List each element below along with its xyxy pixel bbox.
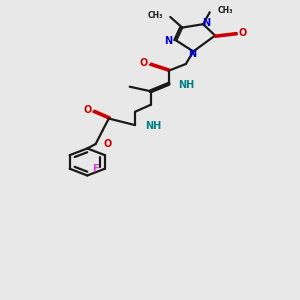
Text: N: N bbox=[188, 50, 196, 59]
Text: O: O bbox=[83, 105, 92, 115]
Text: F: F bbox=[92, 164, 99, 174]
Text: CH₃: CH₃ bbox=[147, 11, 163, 20]
Text: NH: NH bbox=[178, 80, 194, 90]
Text: NH: NH bbox=[145, 121, 161, 131]
Text: O: O bbox=[238, 28, 247, 38]
Text: N: N bbox=[164, 35, 172, 46]
Text: N: N bbox=[202, 18, 210, 28]
Text: O: O bbox=[103, 139, 111, 149]
Text: CH₃: CH₃ bbox=[217, 6, 233, 15]
Text: O: O bbox=[140, 58, 148, 68]
